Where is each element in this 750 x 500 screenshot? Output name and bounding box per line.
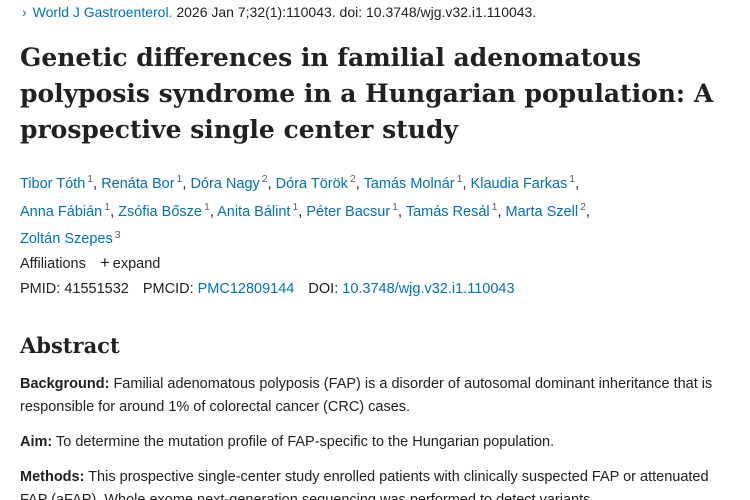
affiliation-number: 1 (203, 200, 210, 213)
affiliation-number: 1 (176, 173, 183, 185)
expand-affiliations-button[interactable]: + expand (99, 253, 161, 272)
affiliation-number: 1 (292, 200, 299, 213)
citation-details: 2026 Jan 7;32(1):110043. doi: 10.3748/wj… (172, 4, 537, 20)
affiliation-number: 3 (114, 228, 121, 241)
author-item[interactable]: Anna Fábián 1 (20, 200, 111, 220)
abstract-background: Background: Familial adenomatous polypos… (20, 373, 730, 419)
aim-label: Aim: (20, 434, 53, 450)
author-name: Tamás Resál (405, 203, 490, 220)
author-name: Anita Bálint (217, 203, 291, 220)
author-name: Anna Fábián (20, 203, 103, 220)
author-item[interactable]: Dóra Nagy 2 (190, 173, 268, 192)
abstract-heading: Abstract (20, 333, 120, 358)
aim-text: To determine the mutation profile of FAP… (52, 434, 555, 450)
methods-label: Methods: (20, 469, 85, 485)
abstract-methods: Methods: This prospective single-center … (20, 466, 730, 500)
author-name: Zsófia Bősze (118, 203, 202, 220)
pmid-label: PMID: (20, 281, 61, 297)
background-text: Familial adenomatous polyposis (FAP) is … (20, 376, 713, 415)
author-item[interactable]: Zoltán Szepes 3 (20, 228, 121, 248)
author-item[interactable]: Péter Bacsur 1 (306, 200, 399, 220)
author-item[interactable]: Klaudia Farkas 1 (470, 173, 576, 192)
plus-icon: + (99, 253, 110, 272)
author-name: Tibor Tóth (20, 175, 86, 192)
background-label: Background: (20, 376, 110, 392)
citation-line: › World J Gastroenterol. 2026 Jan 7;32(1)… (22, 4, 536, 20)
affiliation-number: 1 (104, 200, 111, 213)
author-item[interactable]: Renáta Bor 1 (101, 173, 183, 192)
author-name: Marta Szell (505, 203, 579, 220)
doi-link[interactable]: 10.3748/wjg.v32.i1.110043 (342, 281, 515, 297)
affiliation-number: 1 (456, 173, 463, 185)
author-list: Tibor Tóth 1, Renáta Bor 1, Dóra Nagy 2, Dó… (20, 173, 590, 248)
affiliations-label: Affiliations (20, 256, 86, 272)
pmid-value: 41551532 (64, 281, 129, 297)
expand-label: expand (112, 256, 161, 272)
author-item[interactable]: Tamás Resál 1 (405, 200, 498, 220)
pmcid-link[interactable]: PMC12809144 (197, 281, 295, 297)
author-name: Zoltán Szepes (20, 231, 113, 248)
author-item[interactable]: Zsófia Bősze 1 (118, 200, 210, 220)
author-name: Klaudia Farkas (470, 175, 568, 192)
methods-text: This prospective single-center study enr… (20, 469, 709, 500)
affiliation-number: 2 (261, 173, 268, 185)
pmcid-label: PMCID: (142, 281, 194, 297)
affiliations-row: Affiliations + expand (20, 253, 160, 273)
affiliation-number: 1 (392, 200, 399, 213)
author-name: Dóra Nagy (190, 175, 260, 192)
affiliation-number: 1 (569, 173, 576, 185)
author-name: Péter Bacsur (306, 203, 391, 220)
affiliation-number: 1 (87, 173, 94, 185)
author-item[interactable]: Tamás Molnár 1 (363, 173, 463, 192)
chevron-right-icon[interactable]: › (22, 4, 27, 20)
article-title: Genetic differences in familial adenomat… (20, 43, 714, 144)
affiliation-number: 2 (580, 200, 586, 213)
affiliation-number: 2 (349, 173, 356, 185)
identifiers-row: PMID: 41551532 PMCID: PMC12809144 DOI: 1… (20, 281, 515, 297)
author-item[interactable]: Tibor Tóth 1 (20, 173, 94, 192)
author-item[interactable]: Anita Bálint 1 (217, 200, 299, 220)
author-item[interactable]: Marta Szell 2 (505, 200, 586, 220)
doi-label: DOI: (308, 281, 339, 297)
author-name: Renáta Bor (101, 175, 175, 192)
author-name: Dóra Török (275, 175, 348, 192)
author-name: Tamás Molnár (363, 175, 455, 192)
abstract-aim: Aim: To determine the mutation profile o… (20, 431, 730, 454)
author-item[interactable]: Dóra Török 2 (275, 173, 356, 192)
affiliation-number: 1 (491, 200, 498, 213)
journal-link[interactable]: World J Gastroenterol. (32, 4, 173, 20)
